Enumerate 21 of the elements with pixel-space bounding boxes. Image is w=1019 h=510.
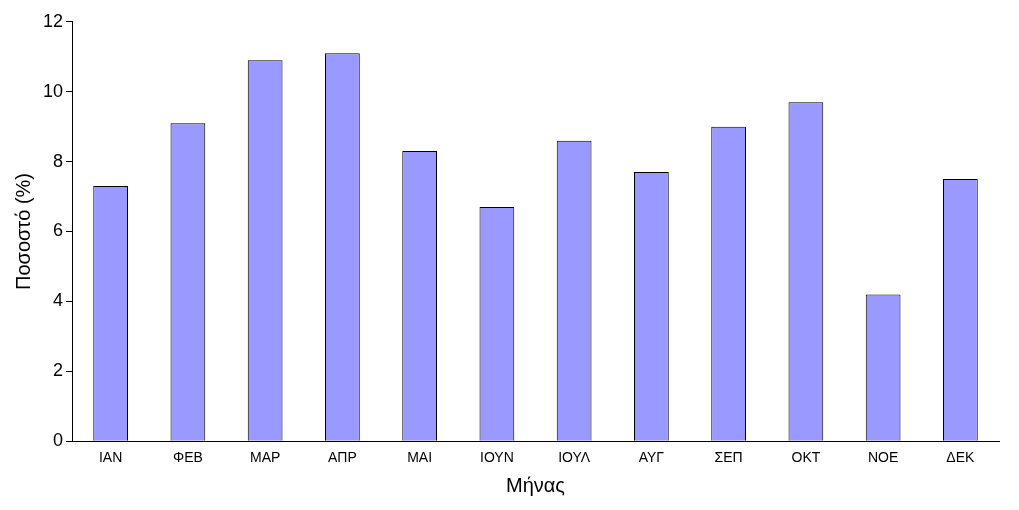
x-tick-label: ΔΕΚ [946,449,976,466]
x-tick-label: ΑΠΡ [327,449,357,466]
x-tick-label: ΝΟΕ [867,449,899,466]
x-tick-label: ΟΚΤ [791,449,821,466]
y-tick-label: 12 [42,10,64,31]
y-tick-label: 4 [53,290,64,311]
x-tick-label: ΙΟΥΝ [480,449,514,466]
y-tick-label: 6 [53,220,64,241]
x-tick-label: ΦΕΒ [172,449,203,466]
x-tick-label: ΣΕΠ [714,449,743,466]
y-tick-label: 10 [42,80,64,101]
x-tick-label: ΙΑΝ [98,449,123,466]
x-axis-title: Μήνας [506,473,566,496]
y-tick-label: 8 [53,150,64,171]
x-tick-label: ΑΥΓ [638,449,665,466]
y-tick-label: 0 [53,430,64,451]
x-tick-label: ΜΑΡ [249,449,281,466]
x-tick-label: ΜΑΙ [407,449,433,466]
y-tick-label: 2 [53,360,64,381]
y-axis-title: Ποσοστό (%) [11,172,34,291]
x-tick-label: ΙΟΥΛ [558,449,591,466]
